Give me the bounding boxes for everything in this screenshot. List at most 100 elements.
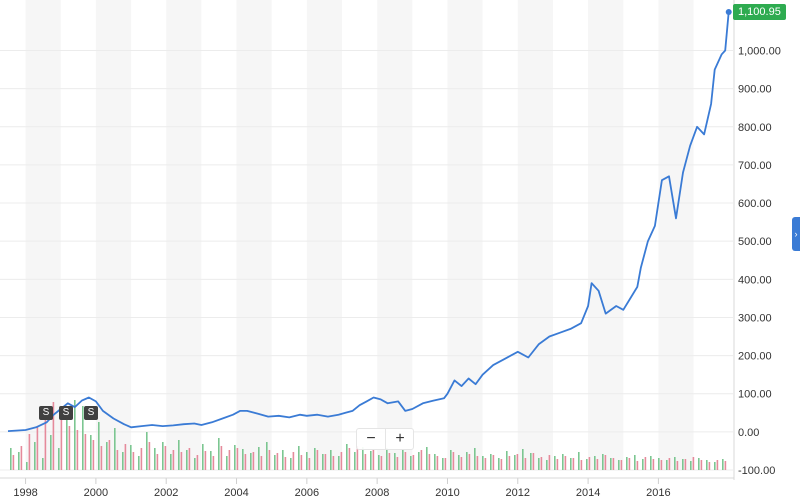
volume-bar-down bbox=[244, 454, 247, 470]
volume-bar-up bbox=[402, 450, 404, 470]
volume-bar-up bbox=[522, 449, 524, 470]
year-band bbox=[306, 0, 342, 470]
volume-bar-up bbox=[586, 459, 588, 470]
volume-bar-up bbox=[642, 459, 644, 470]
volume-bar-up bbox=[146, 432, 148, 470]
volume-bar-down bbox=[508, 456, 511, 470]
volume-bar-up bbox=[106, 442, 108, 470]
split-marker[interactable]: S bbox=[59, 406, 73, 420]
volume-bar-down bbox=[484, 458, 487, 470]
volume-bar-up bbox=[690, 461, 692, 470]
volume-bar-down bbox=[124, 444, 127, 470]
volume-bar-up bbox=[442, 458, 444, 470]
volume-bar-down bbox=[644, 457, 647, 470]
volume-bar-down bbox=[284, 457, 287, 470]
volume-bar-down bbox=[572, 458, 575, 470]
x-tick-label: 2016 bbox=[646, 487, 670, 499]
zoom-out-button[interactable]: − bbox=[366, 430, 376, 447]
volume-bar-up bbox=[42, 458, 44, 470]
volume-bar-down bbox=[716, 460, 719, 470]
volume-bar-up bbox=[74, 400, 76, 470]
volume-bar-up bbox=[82, 406, 84, 470]
volume-bar-down bbox=[692, 457, 695, 470]
volume-bar-up bbox=[466, 452, 468, 470]
volume-bars bbox=[10, 400, 727, 470]
expand-panel-tab[interactable]: › bbox=[792, 217, 800, 251]
x-tick-label: 2010 bbox=[435, 487, 459, 499]
volume-bar-down bbox=[260, 456, 263, 470]
volume-bar-up bbox=[370, 451, 372, 470]
volume-bar-down bbox=[76, 430, 79, 470]
volume-bar-up bbox=[546, 460, 548, 470]
volume-bar-up bbox=[322, 454, 324, 470]
volume-bar-down bbox=[276, 453, 279, 470]
y-tick-label: 0.00 bbox=[738, 427, 759, 439]
volume-bar-down bbox=[20, 446, 23, 470]
volume-bar-down bbox=[300, 455, 303, 470]
volume-bar-up bbox=[90, 435, 92, 470]
volume-bar-down bbox=[68, 426, 71, 470]
volume-bar-down bbox=[604, 455, 607, 470]
volume-bar-down bbox=[60, 412, 63, 470]
volume-bar-up bbox=[170, 454, 172, 470]
year-band bbox=[377, 0, 413, 470]
volume-bar-down bbox=[452, 452, 455, 470]
volume-bar-up bbox=[138, 456, 140, 470]
volume-bar-down bbox=[180, 452, 183, 470]
volume-bar-down bbox=[92, 440, 95, 470]
volume-bar-down bbox=[492, 455, 495, 470]
volume-bar-down bbox=[228, 450, 231, 470]
y-tick-label: 1,000.00 bbox=[738, 45, 781, 57]
volume-bar-up bbox=[250, 453, 252, 470]
volume-bar-up bbox=[682, 459, 684, 470]
y-tick-label: 700.00 bbox=[738, 160, 772, 172]
volume-bar-up bbox=[314, 448, 316, 470]
volume-bar-down bbox=[588, 457, 591, 470]
y-tick-label: 600.00 bbox=[738, 198, 772, 210]
volume-bar-up bbox=[698, 458, 700, 470]
volume-bar-up bbox=[98, 422, 100, 470]
volume-bar-down bbox=[612, 458, 615, 470]
y-tick-label: 500.00 bbox=[738, 236, 772, 248]
volume-bar-down bbox=[316, 450, 319, 470]
volume-bar-down bbox=[652, 459, 655, 470]
volume-bar-down bbox=[628, 458, 631, 470]
year-band bbox=[517, 0, 553, 470]
volume-bar-up bbox=[490, 454, 492, 470]
volume-bar-down bbox=[444, 458, 447, 470]
volume-bar-up bbox=[506, 451, 508, 470]
split-marker[interactable]: S bbox=[84, 406, 98, 420]
volume-bar-down bbox=[340, 452, 343, 470]
volume-bar-down bbox=[700, 460, 703, 470]
volume-bar-down bbox=[252, 452, 255, 470]
zoom-in-button[interactable]: + bbox=[385, 429, 414, 449]
volume-bar-up bbox=[290, 458, 292, 470]
y-tick-label: 300.00 bbox=[738, 312, 772, 324]
x-tick-label: 2002 bbox=[154, 487, 178, 499]
volume-bar-up bbox=[202, 444, 204, 470]
volume-bar-up bbox=[234, 445, 236, 470]
volume-bar-up bbox=[722, 459, 724, 470]
volume-bar-down bbox=[540, 457, 543, 470]
volume-bar-down bbox=[396, 457, 399, 470]
price-line bbox=[7, 11, 730, 432]
volume-bar-up bbox=[34, 442, 36, 470]
volume-bar-down bbox=[308, 458, 311, 470]
volume-bar-down bbox=[676, 461, 679, 470]
volume-bar-up bbox=[610, 458, 612, 470]
volume-bar-up bbox=[274, 455, 276, 470]
volume-bar-up bbox=[306, 452, 308, 470]
x-tick-label: 1998 bbox=[13, 487, 37, 499]
x-axis: 1998 2000 2002 2004 2006 2008 2010 2012 2014 2016 bbox=[0, 477, 734, 499]
year-band bbox=[166, 0, 202, 470]
volume-bar-down bbox=[476, 456, 479, 470]
volume-bar-up bbox=[354, 452, 356, 470]
y-tick-label: 200.00 bbox=[738, 351, 772, 363]
volume-bar-down bbox=[196, 455, 199, 470]
volume-bar-down bbox=[364, 454, 367, 470]
volume-bar-up bbox=[450, 450, 452, 470]
split-marker[interactable]: S bbox=[39, 406, 53, 420]
volume-bar-up bbox=[194, 458, 196, 470]
volume-bar-up bbox=[282, 450, 284, 470]
